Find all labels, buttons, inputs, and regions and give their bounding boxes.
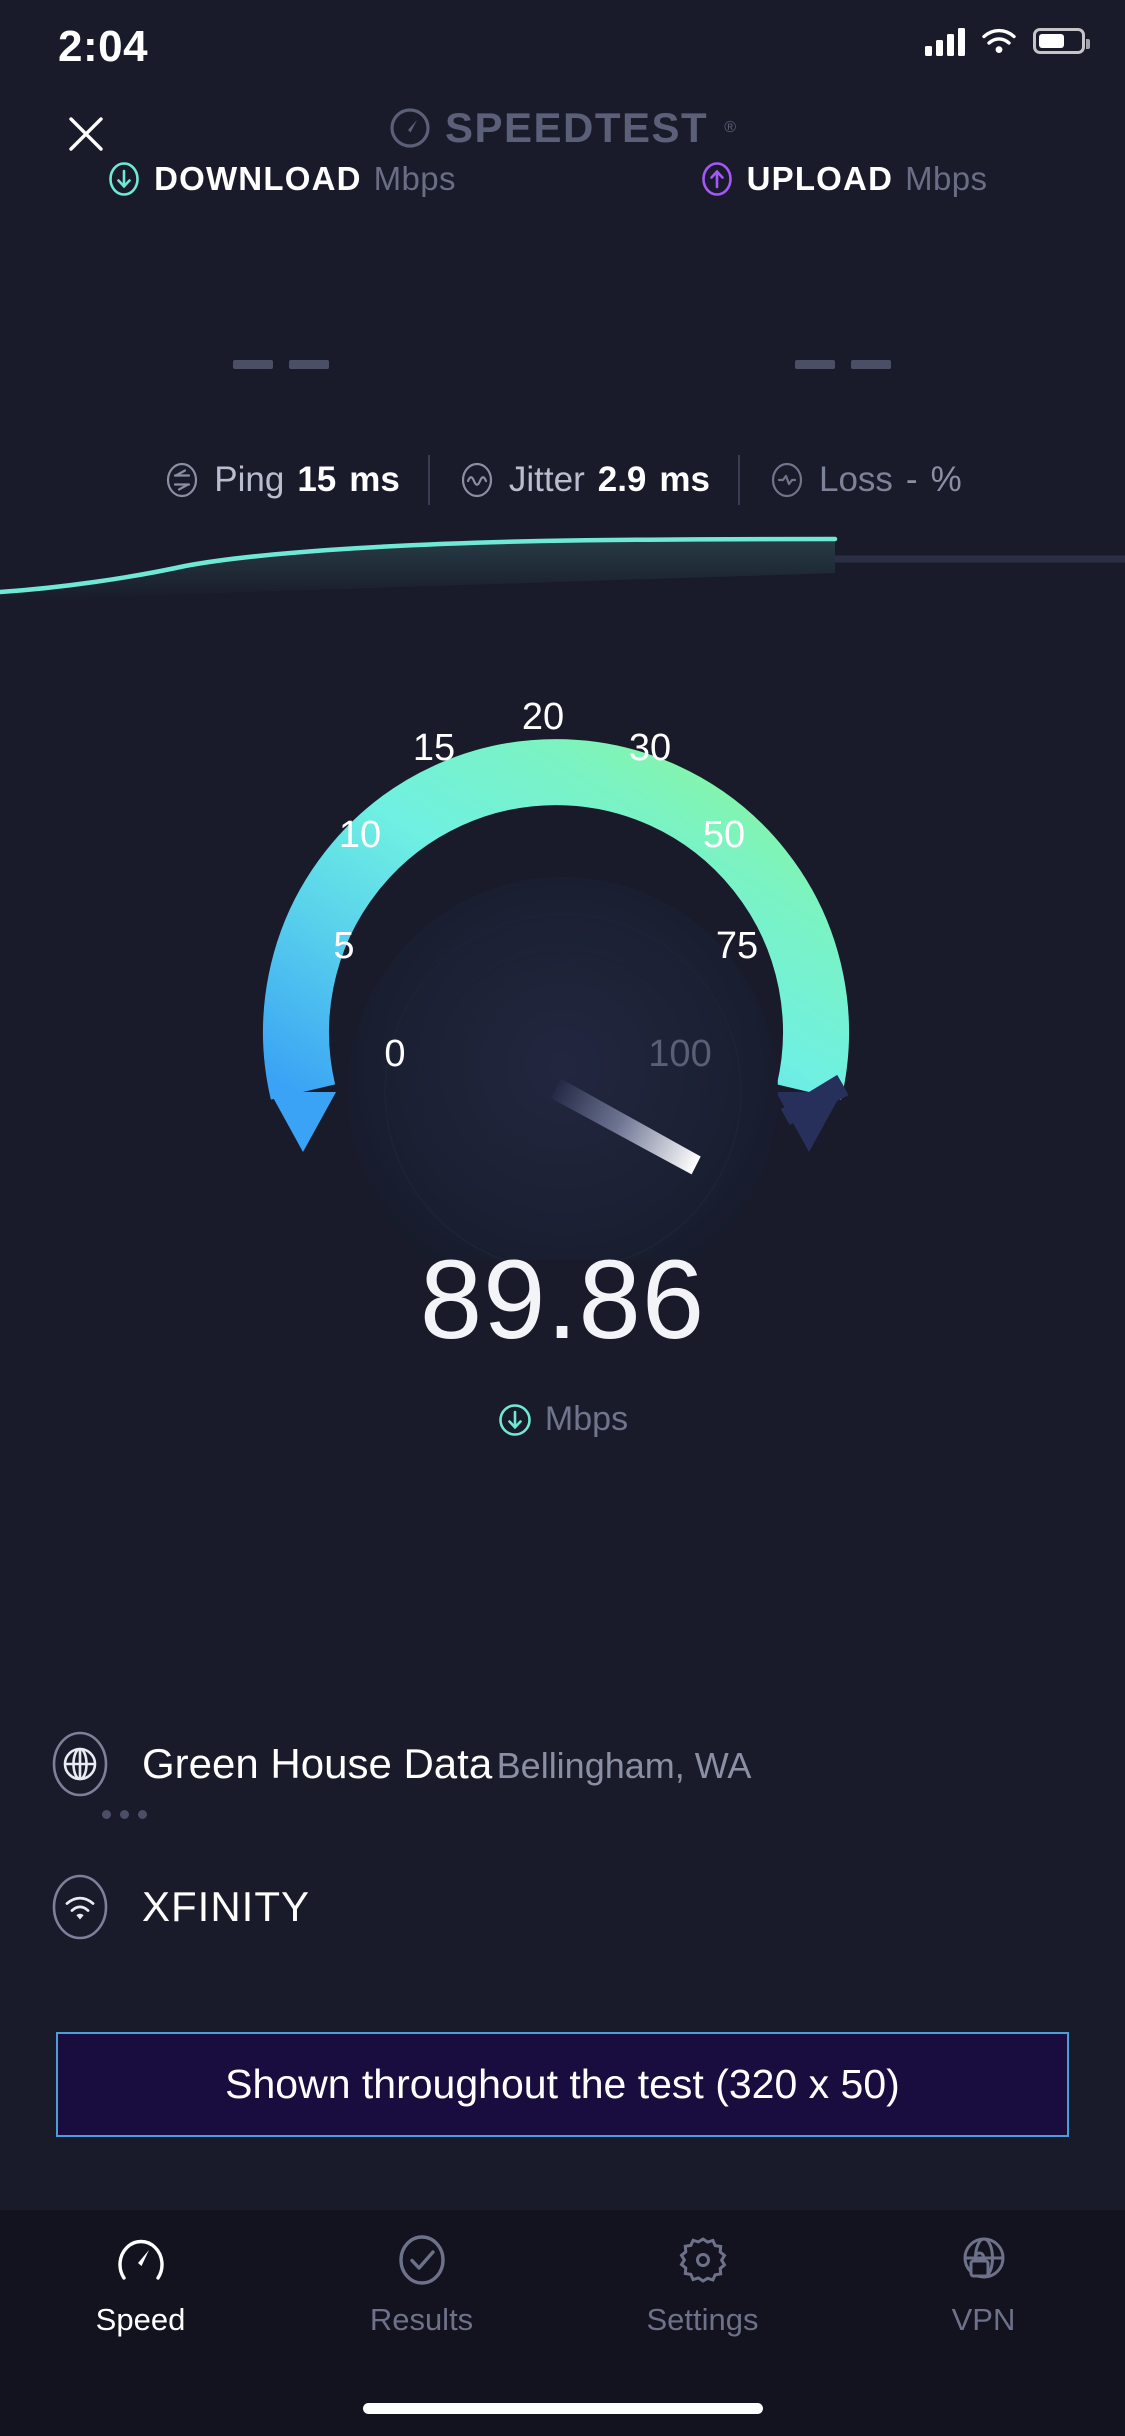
speed-unit-row: Mbps xyxy=(0,1400,1125,1439)
download-arrow-icon xyxy=(106,161,142,197)
gauge-tick-75: 75 xyxy=(715,925,757,967)
home-indicator[interactable] xyxy=(362,2403,763,2414)
upload-arrow-icon xyxy=(699,161,735,197)
download-unit: Mbps xyxy=(373,160,456,197)
server-location: Bellingham, WA xyxy=(496,1745,752,1787)
gauge-arc-active xyxy=(262,739,849,1100)
jitter-value: 2.9 xyxy=(597,460,647,499)
divider xyxy=(427,455,430,505)
gauge-zero-cap xyxy=(269,1092,336,1152)
jitter-metric: Jitter 2.9 ms xyxy=(430,460,738,500)
tab-speed[interactable]: Speed xyxy=(0,2232,281,2338)
progress-chart xyxy=(0,500,1125,610)
gauge-dial-ring xyxy=(383,913,742,1260)
value-dash xyxy=(851,360,891,369)
gauge-tick-15: 15 xyxy=(412,727,454,769)
ping-label: Ping xyxy=(214,460,285,499)
status-bar-time: 2:04 xyxy=(58,22,149,71)
gauge-tick-0: 0 xyxy=(384,1033,405,1075)
ping-unit: ms xyxy=(349,460,400,499)
isp-row[interactable]: XFINITY xyxy=(46,1873,1086,1941)
gear-icon xyxy=(675,2232,731,2288)
download-metric-header: DOWNLOAD Mbps xyxy=(0,160,562,198)
tab-vpn[interactable]: VPN xyxy=(843,2232,1124,2338)
value-dash xyxy=(289,360,329,369)
ping-metric: Ping 15 ms xyxy=(135,460,428,500)
upload-label: UPLOAD xyxy=(746,160,894,197)
value-dash xyxy=(795,360,835,369)
value-dash xyxy=(233,360,273,369)
tab-results-label: Results xyxy=(369,2302,474,2337)
server-row[interactable]: Green House Data Bellingham, WA xyxy=(46,1730,1086,1798)
more-dots-icon[interactable] xyxy=(102,1810,1086,1819)
loss-unit: % xyxy=(930,460,962,499)
server-name: Green House Data xyxy=(142,1740,493,1788)
server-text: Green House Data Bellingham, WA xyxy=(142,1740,751,1787)
gauge-end-cap xyxy=(775,1092,842,1152)
tab-speed-label: Speed xyxy=(95,2302,186,2337)
tab-results[interactable]: Results xyxy=(281,2232,562,2338)
upload-unit: Mbps xyxy=(905,160,988,197)
loss-metric: Loss - % xyxy=(740,460,990,500)
ping-icon xyxy=(163,461,201,499)
battery-icon xyxy=(1033,28,1090,54)
loss-value: - xyxy=(905,460,918,499)
gauge-tick-50: 50 xyxy=(702,814,744,856)
ad-banner[interactable]: Shown throughout the test (320 x 50) xyxy=(56,2032,1069,2137)
upload-metric-header: UPLOAD Mbps xyxy=(562,160,1124,198)
status-bar-indicators xyxy=(925,26,1090,56)
metric-values xyxy=(0,360,1125,369)
ping-value: 15 xyxy=(297,460,337,499)
tab-settings[interactable]: Settings xyxy=(562,2232,843,2338)
speedometer-icon xyxy=(113,2232,169,2288)
bottom-tab-bar: Speed Results Settings xyxy=(0,2210,1125,2436)
gauge-dial-ring-inner xyxy=(421,951,704,1233)
close-icon xyxy=(69,117,103,151)
download-label: DOWNLOAD xyxy=(154,160,362,197)
gauge-tick-20: 20 xyxy=(521,696,563,738)
speed-value: 89.86 xyxy=(419,1237,706,1362)
jitter-unit: ms xyxy=(659,460,710,499)
speedtest-logo-icon xyxy=(389,107,431,149)
page-title: SPEEDTEST xyxy=(444,104,709,151)
check-circle-icon xyxy=(394,2232,450,2288)
tab-vpn-label: VPN xyxy=(951,2302,1016,2337)
app-brand: SPEEDTEST ® xyxy=(0,104,1125,152)
loss-icon xyxy=(768,461,806,499)
status-bar: 2:04 xyxy=(0,0,1125,100)
isp-text: XFINITY xyxy=(142,1883,310,1930)
download-value xyxy=(0,360,562,369)
upload-value xyxy=(562,360,1124,369)
speed-unit: Mbps xyxy=(544,1400,629,1438)
isp-name: XFINITY xyxy=(142,1883,311,1931)
gauge-tick-5: 5 xyxy=(333,925,354,967)
gauge-needle xyxy=(550,1078,701,1175)
progress-line xyxy=(0,536,838,595)
progress-area xyxy=(0,539,835,600)
download-arrow-icon xyxy=(497,1402,533,1438)
speed-gauge: 0 5 10 15 20 30 50 75 100 xyxy=(0,640,1125,1260)
ad-banner-text: Shown throughout the test (320 x 50) xyxy=(225,2061,900,2107)
metrics-header: DOWNLOAD Mbps UPLOAD Mbps xyxy=(0,160,1125,198)
gauge-tick-10: 10 xyxy=(338,814,380,856)
globe-icon xyxy=(46,1730,114,1798)
connection-quality-row: Ping 15 ms Jitter 2.9 ms Loss - % xyxy=(0,455,1125,505)
trademark-mark: ® xyxy=(724,119,737,136)
connection-info: Green House Data Bellingham, WA XFINITY xyxy=(46,1730,1086,1941)
divider xyxy=(737,455,740,505)
gauge-dial-face xyxy=(347,877,778,1260)
wifi-icon xyxy=(981,27,1017,55)
gauge-tick-100: 100 xyxy=(648,1033,711,1075)
gauge-tick-30: 30 xyxy=(628,727,670,769)
close-button[interactable] xyxy=(40,100,132,168)
tab-settings-label: Settings xyxy=(646,2302,759,2337)
jitter-icon xyxy=(458,461,496,499)
vpn-globe-lock-icon xyxy=(956,2232,1012,2288)
wifi-icon xyxy=(46,1873,114,1941)
jitter-label: Jitter xyxy=(508,460,585,499)
loss-label: Loss xyxy=(818,460,893,499)
cellular-signal-icon xyxy=(925,26,965,56)
